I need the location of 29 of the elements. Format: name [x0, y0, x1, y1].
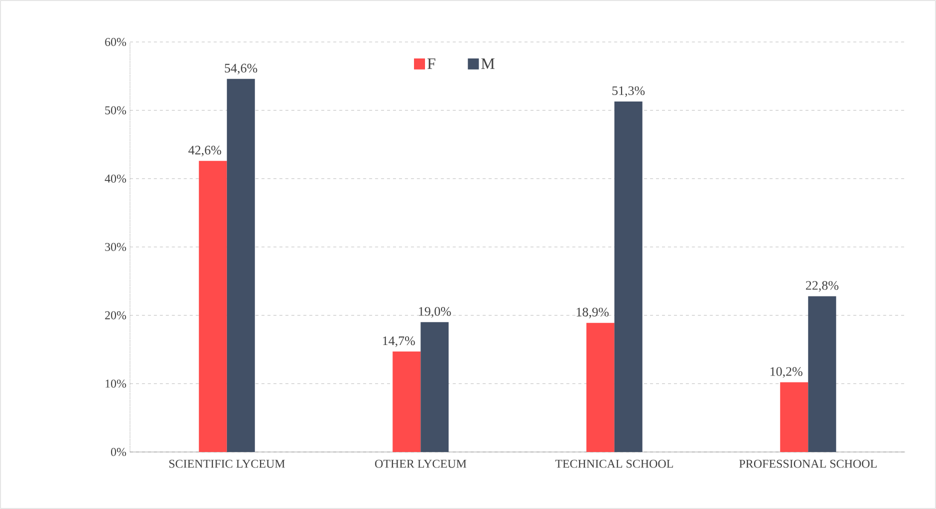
bar	[420, 322, 449, 452]
x-tick-label: TECHNICAL SCHOOL	[555, 460, 673, 468]
y-tick-label: 10%	[106, 380, 126, 388]
bar	[614, 101, 642, 452]
y-tick-label: 20%	[105, 311, 126, 320]
x-tick-label: OTHER LYCEUM	[375, 460, 466, 468]
x-tick-label: PROFESSIONAL SCHOOL	[739, 460, 877, 468]
data-label: 51,3%	[612, 86, 645, 97]
data-label: 42,6%	[188, 146, 222, 156]
y-tick-label: 30%	[105, 242, 126, 252]
legend-label: F	[427, 58, 436, 69]
data-label: 19,0%	[419, 307, 451, 318]
y-tick-label: 0%	[111, 448, 126, 456]
bar	[198, 160, 227, 452]
bar	[226, 78, 255, 452]
data-label: 22,8%	[806, 281, 838, 292]
y-tick-label: 60%	[105, 38, 126, 46]
bar	[392, 352, 421, 452]
bar	[586, 322, 614, 452]
bar	[808, 296, 836, 452]
data-label: 10,2%	[770, 367, 802, 378]
legend-label: M	[481, 58, 495, 69]
data-label: 18,9%	[576, 308, 609, 318]
x-tick-label: SCIENTIFIC LYCEUM	[169, 460, 285, 468]
y-tick-label: 40%	[104, 174, 126, 183]
data-label: 14,7%	[383, 336, 415, 348]
y-tick-label: 50%	[105, 106, 126, 114]
data-label: 54,6%	[224, 64, 258, 74]
bar	[780, 382, 808, 452]
